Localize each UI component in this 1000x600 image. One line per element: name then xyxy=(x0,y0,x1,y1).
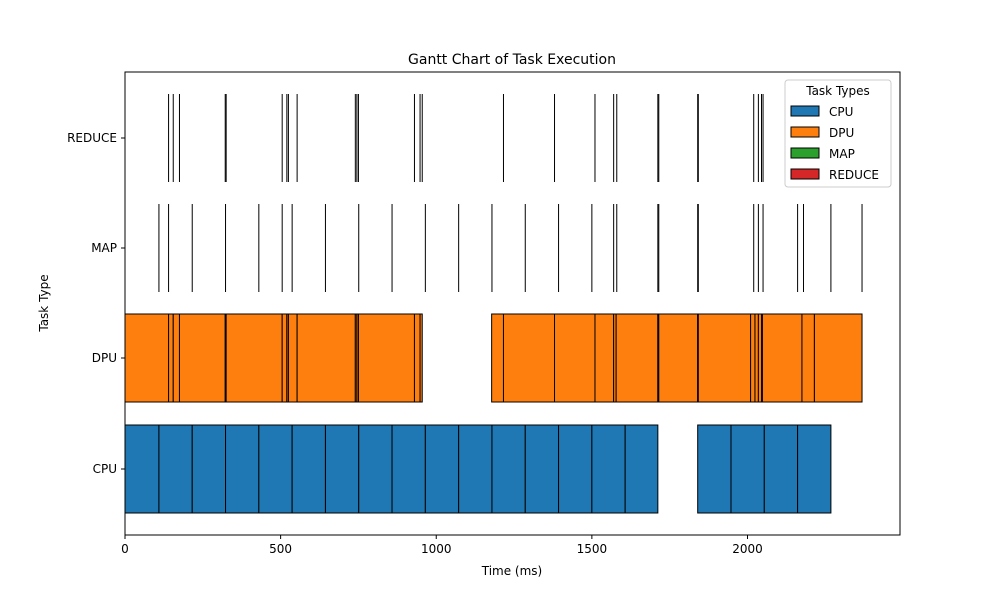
dpu-task-bar xyxy=(287,313,298,403)
cpu-task-bar xyxy=(730,424,765,514)
x-tick-label: 1500 xyxy=(577,542,608,556)
legend-swatch-reduce xyxy=(790,168,820,180)
cpu-task-bar xyxy=(324,424,360,514)
cpu-task-bar xyxy=(697,424,732,514)
cpu-task-bar xyxy=(591,424,626,514)
dpu-task-bar xyxy=(754,313,759,403)
cpu-task-bar xyxy=(763,424,799,514)
cpu-task-bar xyxy=(191,424,227,514)
dpu-task-bar xyxy=(615,313,659,403)
dpu-task-bar xyxy=(491,313,504,403)
cpu-task-bar xyxy=(124,424,160,514)
legend-title: Task Types xyxy=(805,84,870,98)
cpu-task-bar xyxy=(291,424,326,514)
y-tick-label: MAP xyxy=(91,241,117,255)
x-tick-label: 1000 xyxy=(421,542,452,556)
legend: Task Types CPU DPU MAP REDUCE xyxy=(784,79,892,188)
x-tick-label: 500 xyxy=(269,542,292,556)
x-axis-title: Time (ms) xyxy=(481,564,543,578)
dpu-task-bar xyxy=(178,313,226,403)
dpu-task-bar xyxy=(281,313,288,403)
dpu-task-bar xyxy=(172,313,180,403)
dpu-task-bar xyxy=(502,313,556,403)
dpu-task-bar xyxy=(296,313,356,403)
cpu-task-bar xyxy=(458,424,493,514)
x-axis: 0 500 1000 1500 2000 xyxy=(121,535,763,556)
cpu-task-bar xyxy=(225,424,260,514)
cpu-task-bar xyxy=(391,424,426,514)
dpu-task-bar xyxy=(225,313,283,403)
y-axis: CPU DPU MAP REDUCE xyxy=(67,131,125,476)
chart-title: Gantt Chart of Task Execution xyxy=(408,52,616,68)
cpu-task-bar xyxy=(624,424,659,514)
y-tick-label: DPU xyxy=(92,351,117,365)
legend-swatch-cpu xyxy=(790,105,820,117)
dpu-task-bar xyxy=(413,313,421,403)
dpu-task-bar xyxy=(750,313,756,403)
y-tick-label: REDUCE xyxy=(67,131,117,145)
x-tick-label: 2000 xyxy=(732,542,763,556)
dpu-task-bar xyxy=(419,313,423,403)
legend-label-dpu: DPU xyxy=(829,126,854,140)
legend-label-map: MAP xyxy=(829,147,855,161)
dpu-task-bar xyxy=(813,313,863,403)
x-tick-label: 0 xyxy=(121,542,129,556)
dpu-task-bar xyxy=(801,313,815,403)
cpu-task-bar xyxy=(491,424,526,514)
legend-label-cpu: CPU xyxy=(829,105,853,119)
dpu-task-bar xyxy=(658,313,699,403)
cpu-task-bar xyxy=(258,424,293,514)
y-axis-title: Task Type xyxy=(37,274,51,332)
cpu-task-bar xyxy=(358,424,393,514)
dpu-task-bar xyxy=(357,313,415,403)
cpu-task-bar xyxy=(558,424,593,514)
legend-swatch-dpu xyxy=(790,126,820,138)
dpu-task-bar xyxy=(168,313,174,403)
dpu-task-bar xyxy=(124,313,170,403)
plot-frame xyxy=(124,71,901,536)
cpu-task-bar xyxy=(524,424,560,514)
dpu-task-bar xyxy=(761,313,803,403)
dpu-task-bar xyxy=(554,313,596,403)
dpu-task-bar xyxy=(697,313,752,403)
legend-label-reduce: REDUCE xyxy=(829,168,879,182)
dpu-task-bar xyxy=(594,313,615,403)
legend-swatch-map xyxy=(790,147,820,159)
cpu-task-bar xyxy=(158,424,193,514)
y-tick-label: CPU xyxy=(93,462,117,476)
cpu-task-bar xyxy=(797,424,832,514)
cpu-task-bar xyxy=(424,424,460,514)
bars-layer xyxy=(124,94,863,514)
